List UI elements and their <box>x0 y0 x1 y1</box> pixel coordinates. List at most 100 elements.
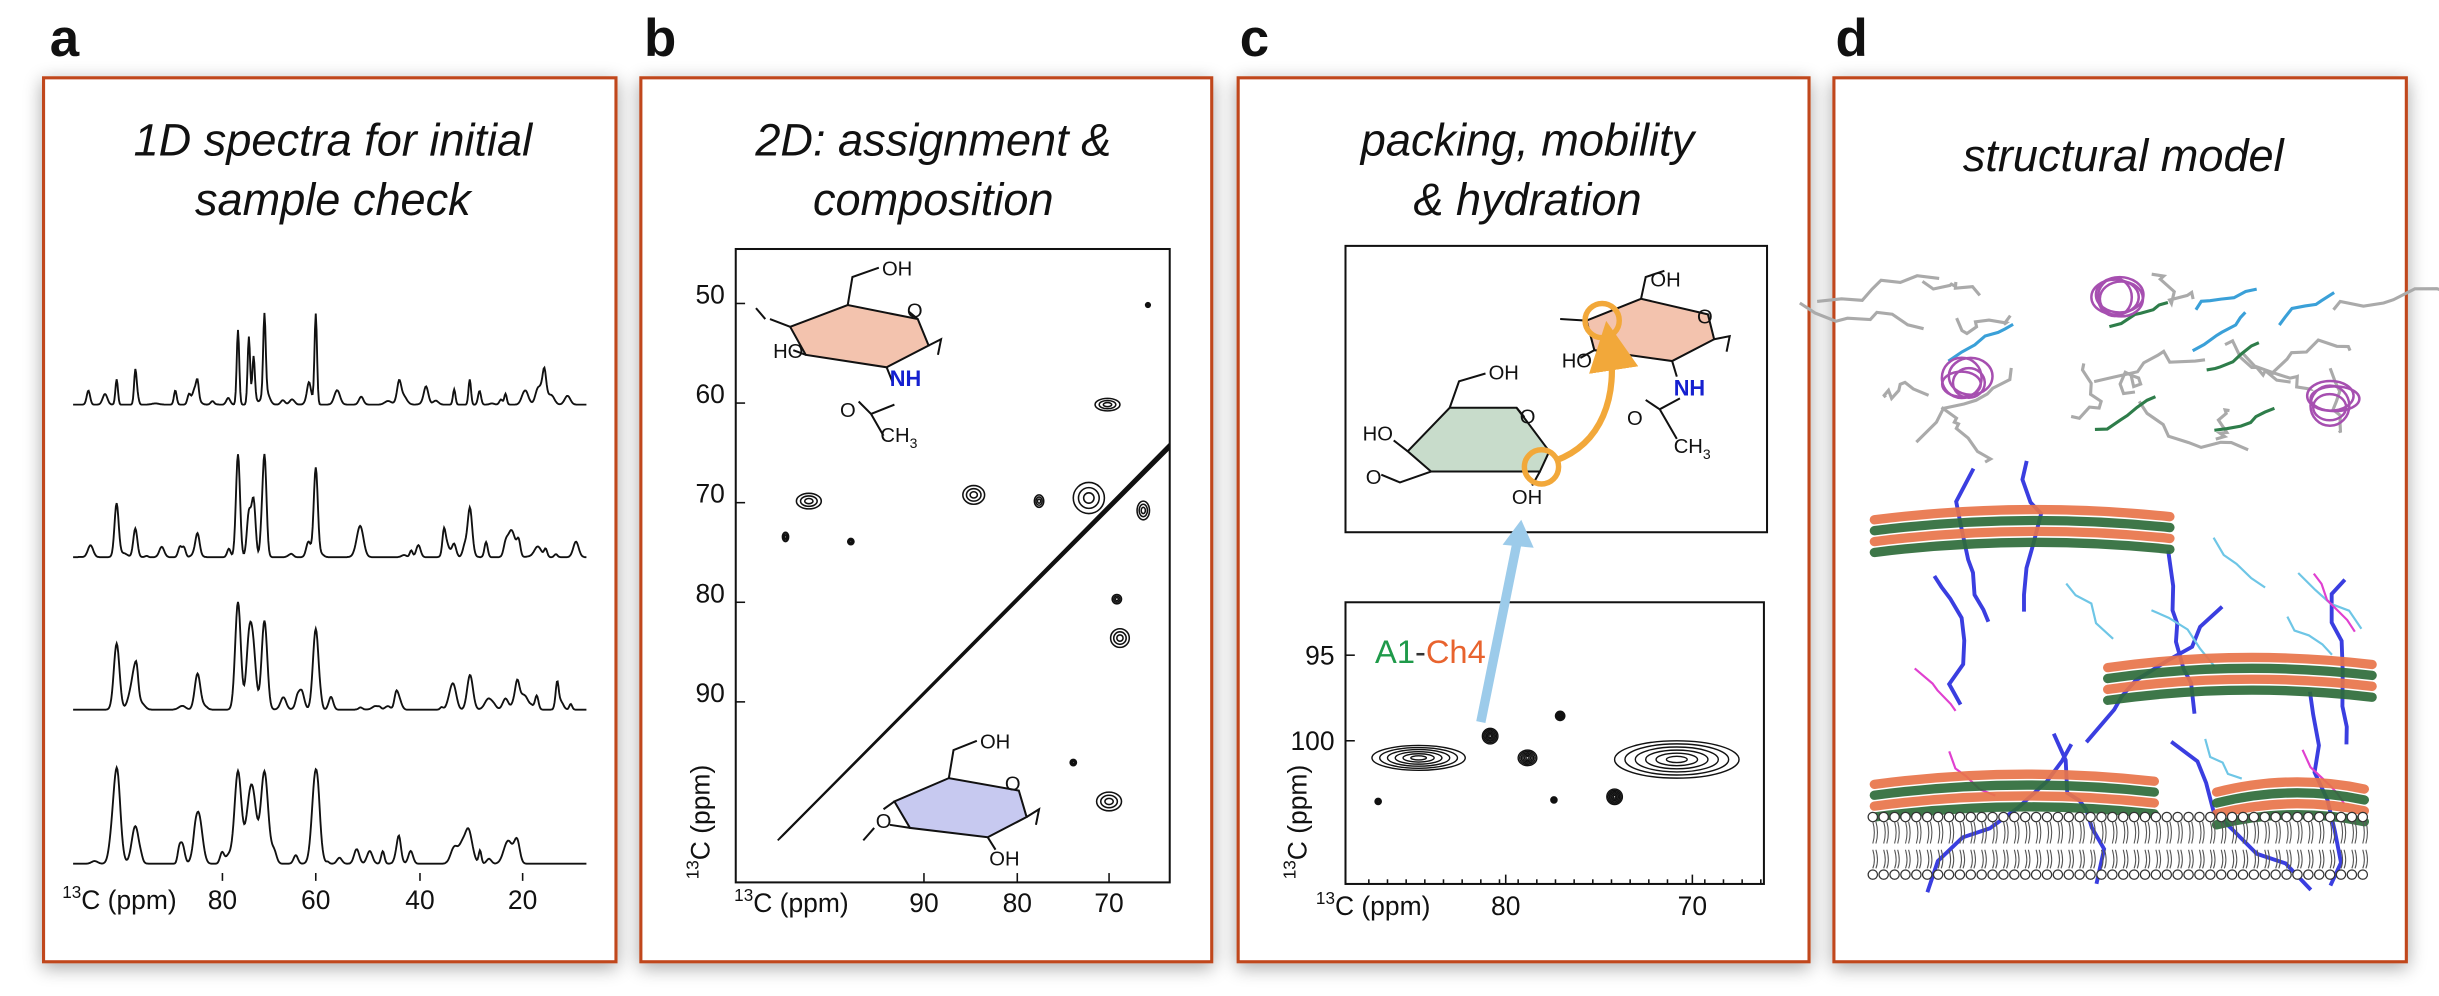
lipid-tail <box>2340 821 2347 844</box>
lipid-head <box>2226 811 2238 823</box>
contours <box>735 301 1171 883</box>
superscript: 13 <box>734 886 753 905</box>
contour <box>799 495 818 508</box>
contour <box>781 531 790 543</box>
x-tick-label: 80 <box>1491 891 1520 921</box>
fiber <box>1869 526 2175 547</box>
polymer <box>2212 537 2266 589</box>
polymer <box>2070 363 2103 421</box>
polymer <box>1798 301 1924 331</box>
lipid-tail <box>2002 849 2009 869</box>
superscript: 13 <box>1281 860 1300 879</box>
lipid-head <box>1987 811 1998 823</box>
lipid-tail <box>2318 849 2325 869</box>
lipid-head <box>1998 811 2009 823</box>
contour <box>1070 759 1077 766</box>
lipid-head <box>2346 869 2358 880</box>
lipid-head <box>2063 869 2075 880</box>
panel-title: sample check <box>195 174 473 225</box>
atom-label: HO <box>1562 350 1592 372</box>
lipid-tail <box>2166 849 2173 869</box>
plot-frame <box>734 247 1171 884</box>
lipid-tail <box>2329 821 2336 844</box>
lipid-tail <box>1981 821 1987 844</box>
lipid-head <box>2324 811 2336 823</box>
lipid-tail <box>2220 849 2227 869</box>
lipid-head <box>1921 869 1933 880</box>
lipid-head <box>2052 869 2064 880</box>
contour <box>847 538 854 545</box>
lipid-tail <box>2133 849 2140 869</box>
contour <box>1481 727 1499 745</box>
panel-title: packing, mobility <box>1359 115 1697 166</box>
contour <box>1634 746 1719 773</box>
contour <box>1069 758 1078 767</box>
contour <box>783 534 788 540</box>
lipid-tail <box>2090 821 2096 844</box>
lipid-head <box>2150 811 2162 823</box>
coil <box>2305 379 2355 412</box>
contour <box>1386 748 1451 767</box>
lipid-head <box>1900 811 1911 823</box>
lipid-head <box>2226 869 2238 880</box>
lipid-tail <box>2253 821 2260 844</box>
lipid-tail <box>1883 821 1889 844</box>
lipid-head <box>2237 811 2249 823</box>
lipid-head <box>1867 811 1879 823</box>
lipid-head <box>2292 869 2303 880</box>
contour <box>1550 796 1558 804</box>
polymer <box>1947 322 2014 363</box>
lipid-tail <box>2166 821 2173 844</box>
annotation-part: Ch4 <box>1426 633 1486 670</box>
contour <box>1610 792 1620 802</box>
spectrum-trace <box>73 453 587 559</box>
polymer <box>2151 272 2195 308</box>
lipid-tail <box>2264 821 2270 844</box>
lipid-tail <box>2122 849 2129 869</box>
atom-label: OH <box>1512 487 1542 509</box>
lipid-tail <box>2351 849 2358 869</box>
lipid-tail <box>2144 821 2151 844</box>
y-tick-label: 80 <box>695 578 724 608</box>
fiber <box>1869 791 2160 811</box>
fiber <box>2103 652 2377 673</box>
lipid-head <box>2248 811 2260 823</box>
atom-label: HO <box>1363 423 1393 445</box>
fiber <box>1869 515 2175 536</box>
lipid-head <box>2150 869 2162 880</box>
atom-label: O <box>907 300 923 322</box>
model <box>1798 272 2439 893</box>
contour <box>803 497 814 505</box>
lipid-tail <box>2024 849 2031 869</box>
annotation-part: - <box>1415 633 1426 670</box>
lipid-tail <box>2307 849 2314 869</box>
atom-label: OH <box>1650 269 1680 291</box>
lipid-head <box>1987 869 1998 880</box>
lipid-tail <box>1894 821 1900 844</box>
lipid-head <box>2096 869 2107 880</box>
lipid-head <box>2117 869 2129 880</box>
lipid-tail <box>1872 821 1879 844</box>
lipid-tail <box>2242 849 2249 869</box>
lipid-tail <box>2013 849 2020 869</box>
fiber <box>2211 788 2370 808</box>
y-tick-label: 50 <box>695 279 724 309</box>
fiber <box>1869 802 2160 822</box>
lipid-tail <box>2111 821 2118 844</box>
atom-label: OH <box>1489 363 1519 385</box>
lipid-head <box>2357 869 2369 880</box>
fiber <box>2103 663 2377 684</box>
contour <box>1485 731 1495 741</box>
contour <box>1109 627 1131 649</box>
lipid-head <box>1878 811 1889 823</box>
lipid-tail <box>2068 821 2075 844</box>
lipid-tail <box>2351 821 2358 844</box>
lipid-tail <box>2079 821 2085 844</box>
lipid-head <box>2139 869 2151 880</box>
panel-letter: c <box>1240 9 1269 68</box>
contour <box>1095 791 1123 812</box>
lipid-tail <box>2209 821 2216 844</box>
coil <box>2094 275 2145 314</box>
panel-letter: d <box>1835 9 1867 68</box>
